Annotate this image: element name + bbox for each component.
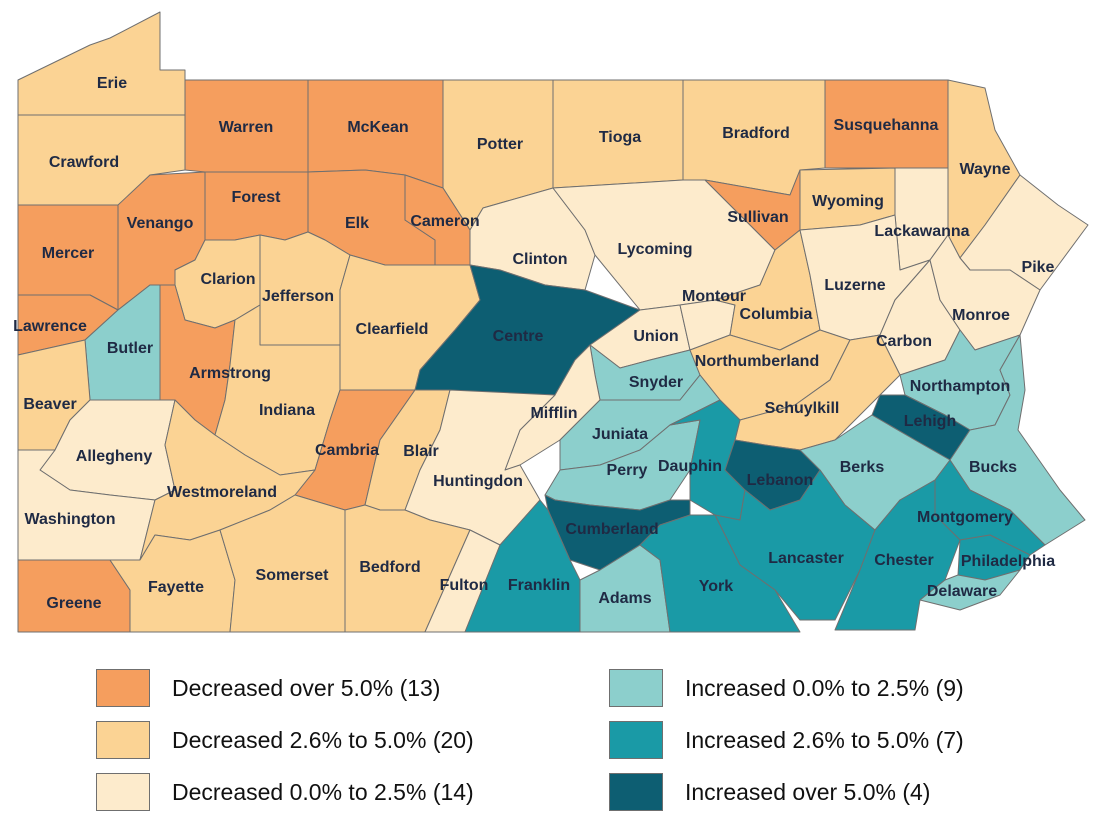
county-label-butler: Butler [107,340,153,357]
county-label-indiana: Indiana [259,402,315,419]
county-label-philadelphia: Philadelphia [961,553,1055,570]
county-label-bucks: Bucks [969,459,1017,476]
county-label-montour: Montour [682,288,746,305]
county-label-york: York [699,578,733,595]
county-label-snyder: Snyder [629,374,683,391]
county-label-cambria: Cambria [315,442,379,459]
county-label-clinton: Clinton [512,251,567,268]
county-label-schuylkill: Schuylkill [765,400,840,417]
legend-label: Decreased 0.0% to 2.5% (14) [172,778,474,805]
county-monroe[interactable] [929,234,1041,351]
legend-swatch [96,721,150,759]
county-label-clearfield: Clearfield [356,321,429,338]
county-york[interactable] [639,514,801,633]
county-label-tioga: Tioga [599,129,641,146]
county-erie[interactable] [17,11,186,116]
legend-item-inc-0-to-2-5: Increased 0.0% to 2.5% (9) [609,666,964,710]
county-label-fulton: Fulton [440,577,489,594]
county-lancaster[interactable] [714,469,876,621]
county-label-westmoreland: Westmoreland [167,484,277,501]
county-label-monroe: Monroe [952,307,1010,324]
county-label-allegheny: Allegheny [76,448,153,465]
county-label-mercer: Mercer [42,245,94,262]
county-label-sullivan: Sullivan [727,209,788,226]
county-label-lehigh: Lehigh [904,413,956,430]
county-label-delaware: Delaware [927,583,997,600]
county-label-bradford: Bradford [722,125,790,142]
county-label-pike: Pike [1022,259,1055,276]
legend-swatch [609,773,663,811]
county-shapes [17,11,1089,633]
county-label-beaver: Beaver [23,396,76,413]
county-label-potter: Potter [477,136,523,153]
county-label-carbon: Carbon [876,333,932,350]
county-labels: Erie Crawford Warren McKean Potter Tioga… [13,75,1055,612]
county-label-lawrence: Lawrence [13,318,87,335]
legend-item-inc-over-5: Increased over 5.0% (4) [609,770,930,814]
legend-item-dec-2-6-to-5: Decreased 2.6% to 5.0% (20) [96,718,474,762]
county-label-mifflin: Mifflin [530,405,577,422]
county-label-forest: Forest [232,189,282,206]
county-label-perry: Perry [607,462,648,479]
legend-item-inc-2-6-to-5: Increased 2.6% to 5.0% (7) [609,718,964,762]
legend-label: Increased 2.6% to 5.0% (7) [685,726,964,753]
legend-label: Decreased over 5.0% (13) [172,674,441,701]
county-label-bedford: Bedford [359,559,420,576]
county-label-somerset: Somerset [256,567,330,584]
county-label-venango: Venango [127,215,194,232]
county-label-warren: Warren [219,119,274,136]
county-label-columbia: Columbia [740,306,813,323]
county-label-fayette: Fayette [148,579,204,596]
map-svg: Erie Crawford Warren McKean Potter Tioga… [13,11,1089,633]
legend-label: Increased over 5.0% (4) [685,778,931,805]
county-label-lebanon: Lebanon [747,472,814,489]
county-label-cameron: Cameron [410,213,479,230]
legend-label: Decreased 2.6% to 5.0% (20) [172,726,474,753]
legend-label: Increased 0.0% to 2.5% (9) [685,674,964,701]
county-label-elk: Elk [345,215,369,232]
county-label-montgomery: Montgomery [917,509,1013,526]
legend-item-dec-over-5: Decreased over 5.0% (13) [96,666,440,710]
county-label-luzerne: Luzerne [824,277,885,294]
legend-swatch [609,669,663,707]
county-label-wayne: Wayne [960,161,1011,178]
county-label-northampton: Northampton [910,378,1010,395]
county-label-greene: Greene [46,595,101,612]
county-label-jefferson: Jefferson [262,288,334,305]
county-label-franklin: Franklin [508,577,570,594]
county-delaware[interactable] [919,569,1021,611]
county-label-armstrong: Armstrong [189,365,271,382]
legend-swatch [96,773,150,811]
county-label-huntingdon: Huntingdon [433,473,523,490]
county-label-susquehanna: Susquehanna [834,117,939,134]
county-label-northumberland: Northumberland [695,353,819,370]
county-label-blair: Blair [403,443,439,460]
county-label-washington: Washington [25,511,116,528]
county-label-lancaster: Lancaster [768,550,844,567]
county-label-clarion: Clarion [200,271,255,288]
county-label-erie: Erie [97,75,127,92]
county-label-dauphin: Dauphin [658,458,722,475]
county-label-union: Union [633,328,678,345]
county-label-wyoming: Wyoming [812,193,884,210]
county-label-juniata: Juniata [592,426,648,443]
legend-swatch [96,669,150,707]
legend-swatch [609,721,663,759]
county-label-crawford: Crawford [49,154,119,171]
county-label-berks: Berks [840,459,885,476]
county-franklin[interactable] [464,499,581,633]
map-legend: Decreased over 5.0% (13) Decreased 2.6% … [96,660,996,820]
county-label-cumberland: Cumberland [565,521,658,538]
legend-item-dec-0-to-2-5: Decreased 0.0% to 2.5% (14) [96,770,474,814]
county-label-centre: Centre [493,328,544,345]
county-label-lycoming: Lycoming [618,241,693,258]
county-label-mckean: McKean [347,119,408,136]
county-label-lackawanna: Lackawanna [874,223,969,240]
county-label-adams: Adams [598,590,651,607]
county-label-chester: Chester [874,552,934,569]
pennsylvania-county-map: Erie Crawford Warren McKean Potter Tioga… [13,11,1089,633]
